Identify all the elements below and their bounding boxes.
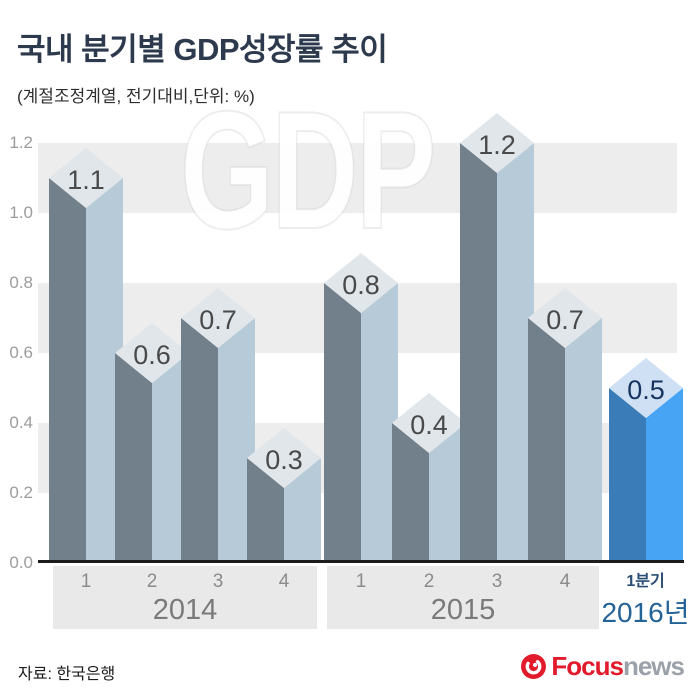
bar-top-face — [528, 288, 602, 348]
bar-value-label: 1.1 — [67, 165, 105, 195]
bar-top-face — [324, 253, 398, 313]
bar-right-face — [218, 318, 255, 563]
bar-left-face — [392, 423, 429, 563]
bar-left-face — [460, 143, 497, 563]
logo-text-focus: Focus — [551, 651, 624, 681]
bar-column-2014-Q4: 0.3 — [247, 428, 321, 563]
x-axis-line — [38, 560, 684, 563]
bar-value-label: 0.3 — [265, 445, 303, 475]
y-axis-tick-label: 0.4 — [9, 413, 33, 432]
source-note: 자료: 한국은행 — [18, 666, 116, 683]
y-axis-tick-label: 0.8 — [9, 273, 33, 292]
year-block-2015 — [327, 566, 599, 629]
y-axis-tick-label: 1.0 — [9, 203, 33, 222]
quarter-tick-label: 1 — [355, 571, 367, 592]
bar-column-2014-Q1: 1.1 — [49, 148, 123, 563]
y-axis-tick-label: 0.0 — [9, 553, 33, 572]
year-label-2016: 2016년 — [601, 597, 690, 628]
bar-right-face — [86, 178, 123, 563]
bar-top-face — [49, 148, 123, 208]
bar-value-label: 0.6 — [133, 340, 171, 370]
bar-column-2015-Q1: 0.8 — [324, 253, 398, 563]
bar-column-2014-Q2: 0.6 — [115, 323, 189, 563]
bar-column-2014-Q3: 0.7 — [181, 288, 255, 563]
page-subtitle: (계절조정계열, 전기대비,단위: %) — [17, 87, 255, 106]
bar-top-face — [392, 393, 466, 453]
y-axis-tick-label: 1.2 — [9, 133, 33, 152]
quarter-tick-label: 1분기 — [626, 573, 665, 590]
year-block-2014 — [53, 566, 317, 629]
focusnews-swirl-icon — [521, 653, 547, 679]
quarter-tick-label: 4 — [559, 571, 571, 592]
grid-band — [38, 143, 677, 213]
bar-value-label: 0.8 — [342, 270, 380, 300]
bar-value-label: 0.5 — [627, 375, 665, 405]
year-label-2014: 2014 — [152, 594, 218, 626]
bar-value-label: 0.4 — [410, 410, 448, 440]
bar-right-face — [645, 388, 683, 563]
bar-left-face — [181, 318, 218, 563]
bar-value-label: 0.7 — [546, 305, 584, 335]
bar-right-face — [565, 318, 602, 563]
quarter-tick-label: 1 — [80, 571, 92, 592]
bar-column-2016-Q1: 0.5 — [608, 358, 683, 563]
y-axis-tick-label: 0.2 — [9, 483, 33, 502]
bar-left-face — [324, 283, 361, 563]
bar-column-2015-Q4: 0.7 — [528, 288, 602, 563]
focusnews-logo: Focus news — [521, 651, 685, 681]
quarter-tick-label: 3 — [491, 571, 503, 592]
bar-value-label: 0.7 — [199, 305, 237, 335]
bar-top-face — [608, 358, 683, 418]
bar-left-face — [528, 318, 565, 563]
bar-left-face — [608, 388, 646, 563]
gdp-watermark: GDP — [179, 76, 437, 264]
quarter-tick-label: 4 — [278, 571, 290, 592]
bar-top-face — [115, 323, 189, 383]
bar-left-face — [49, 178, 86, 563]
quarter-tick-label: 3 — [212, 571, 224, 592]
logo-text-news: news — [622, 651, 685, 681]
page-title: 국내 분기별 GDP성장률 추이 — [17, 32, 388, 67]
bar-right-face — [429, 423, 466, 563]
bar-right-face — [152, 353, 189, 563]
bar-value-label: 1.2 — [478, 130, 516, 160]
bar-column-2015-Q3: 1.2 — [460, 113, 534, 563]
bar-left-face — [115, 353, 152, 563]
bar-right-face — [497, 143, 534, 563]
quarter-tick-label: 2 — [146, 571, 158, 592]
bar-top-face — [460, 113, 534, 173]
bar-top-face — [181, 288, 255, 348]
bar-top-face — [247, 428, 321, 488]
bar-right-face — [361, 283, 398, 563]
y-axis-tick-label: 0.6 — [9, 343, 33, 362]
bar-right-face — [284, 458, 321, 563]
quarter-tick-label: 2 — [423, 571, 435, 592]
year-label-2015: 2015 — [430, 594, 496, 626]
bar-column-2015-Q2: 0.4 — [392, 393, 466, 563]
bar-left-face — [247, 458, 284, 563]
